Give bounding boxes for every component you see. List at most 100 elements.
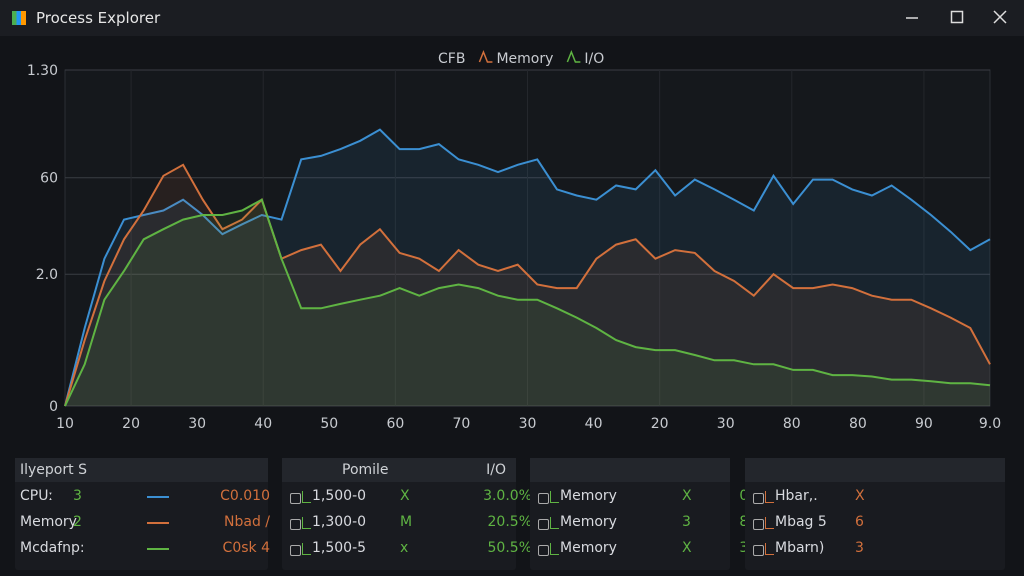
row-sparkline <box>765 517 774 529</box>
row-cell: Mbarn) <box>775 540 825 556</box>
x-axis-label: 90 <box>915 416 933 432</box>
minimize-button[interactable] <box>905 10 919 24</box>
row-cell: X <box>855 488 865 504</box>
row-cell: Memory <box>20 514 77 530</box>
row-cell: X <box>400 488 410 504</box>
panel-header <box>745 458 1005 482</box>
y-tick-label: 60 <box>40 171 58 187</box>
row-cell: Mbag 5 <box>775 514 827 530</box>
x-axis-label: 70 <box>453 416 471 432</box>
x-axis-label: 30 <box>188 416 206 432</box>
legend-icon <box>566 49 581 63</box>
row-sparkline <box>765 491 774 503</box>
window-title: Process Explorer <box>36 9 161 27</box>
x-axis-label: 40 <box>585 416 603 432</box>
row-cell: 8.03 <box>973 488 1024 504</box>
row-cell: 4.8% <box>973 540 1024 556</box>
x-axis-label: 50 <box>320 416 338 432</box>
row-cell: 1,300-0 <box>312 514 367 530</box>
row-cell: Nbad / <box>224 514 270 530</box>
panel-header-text: I/O <box>486 462 506 478</box>
row-sparkline <box>550 517 559 529</box>
row-icon <box>538 545 549 556</box>
chart: 0 2.0 60 1.30 10 20 30 40 50 60 70 30 40 20 30 80 80 90 9.… <box>27 49 1001 432</box>
y-tick-label: 2.0 <box>36 267 58 283</box>
row-cell: 2 <box>73 514 82 530</box>
row-cell: 3.0.0% <box>483 488 532 504</box>
panel-header-text: Ilyeport S <box>20 462 87 478</box>
row-cell: 1,500-5 <box>312 540 367 556</box>
row-cell: 2.58 <box>973 514 1024 530</box>
row-sparkline <box>302 543 311 555</box>
stats-panel: Pomile I/O 1,500-0 X 3.0.0% 1,300-0 M 20.5% 1,50… <box>282 458 532 570</box>
series-line <box>64 128 991 407</box>
y-tick-label: 0 <box>49 399 58 415</box>
row-cell: C0sk 4 <box>222 540 270 556</box>
row-sparkline <box>147 522 169 524</box>
close-button[interactable] <box>993 10 1007 24</box>
legend-entry: CFB <box>438 51 465 67</box>
panel-header-text: Pomile <box>342 462 389 478</box>
row-icon <box>753 493 764 504</box>
row-cell: X <box>682 488 692 504</box>
series-area <box>65 164 990 406</box>
row-cell: Hbar,. <box>775 488 818 504</box>
row-sparkline <box>147 496 169 498</box>
row-cell: 3 <box>855 540 864 556</box>
row-cell: 3 <box>73 488 82 504</box>
panel-header <box>530 458 730 482</box>
row-cell: Memory <box>560 540 617 556</box>
row-icon <box>753 519 764 530</box>
stats-panel: MemoryX0.0%Memory38.5%MemoryX3.0% <box>530 458 775 570</box>
series-area <box>65 199 990 406</box>
x-axis-label: 30 <box>717 416 735 432</box>
row-icon <box>538 493 549 504</box>
stats-panel: Hbar,.X8.03Mbag 562.58Mbarn)34.8% <box>745 458 1005 570</box>
y-tick-label: 1.30 <box>27 63 58 79</box>
row-sparkline <box>550 543 559 555</box>
row-sparkline <box>302 491 311 503</box>
row-icon <box>290 519 301 530</box>
row-cell: 3 <box>682 514 691 530</box>
x-axis-label: 20 <box>651 416 669 432</box>
row-sparkline <box>765 543 774 555</box>
row-cell: 50.5% <box>487 540 532 556</box>
row-sparkline <box>302 517 311 529</box>
legend-entry: I/O <box>584 51 604 67</box>
row-cell: Memory <box>560 514 617 530</box>
row-cell: Memory <box>560 488 617 504</box>
title-bar: Process Explorer <box>0 0 1024 36</box>
row-cell: Mcdafnp: <box>20 540 85 556</box>
x-axis-label: 60 <box>386 416 404 432</box>
row-cell: 6 <box>855 514 864 530</box>
row-cell: X <box>682 540 692 556</box>
panel-header <box>282 458 516 482</box>
series-line <box>64 198 991 407</box>
series-line <box>64 163 991 407</box>
row-icon <box>538 519 549 530</box>
stats-panel: Ilyeport S CPUː 3 C0.010 Memory 2 Nbad / Mcdafn… <box>15 458 270 570</box>
x-axis-label: 10 <box>56 416 74 432</box>
x-axis-label: 80 <box>849 416 867 432</box>
row-sparkline <box>147 548 169 550</box>
row-cell: CPUː <box>20 488 54 504</box>
row-cell: 20.5% <box>487 514 532 530</box>
row-cell: 1,500-0 <box>312 488 367 504</box>
x-axis-label: 40 <box>254 416 272 432</box>
x-axis-label: 9.0 <box>979 416 1001 432</box>
row-icon <box>290 545 301 556</box>
maximize-button[interactable] <box>950 10 964 24</box>
x-axis-label: 80 <box>783 416 801 432</box>
app-icon <box>12 11 26 25</box>
row-sparkline <box>550 491 559 503</box>
row-icon <box>753 545 764 556</box>
series-area <box>65 129 990 406</box>
x-axis-label: 20 <box>122 416 140 432</box>
row-cell: M <box>400 514 413 530</box>
row-cell: C0.010 <box>220 488 270 504</box>
x-axis-label: 30 <box>519 416 537 432</box>
legend-entry: Memory <box>496 51 553 67</box>
panel-header <box>15 458 268 482</box>
legend-icon <box>478 49 493 63</box>
